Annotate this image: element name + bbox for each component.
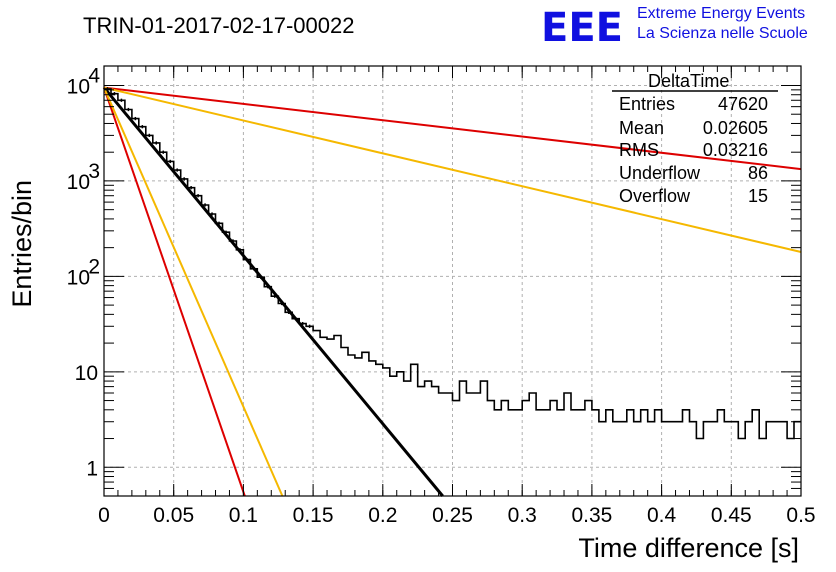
- histogram: [104, 87, 801, 440]
- stats-box: DeltaTime Entries 47620 Mean 0.02605 RMS…: [612, 71, 778, 206]
- histogram-outline: [104, 88, 801, 440]
- stats-label-overflow: Overflow: [619, 186, 691, 206]
- x-axis-title: Time difference [s]: [578, 533, 799, 563]
- y-tick-exponent: 3: [88, 160, 100, 183]
- y-tick-label: 10: [67, 171, 90, 194]
- y-axis-title: Entries/bin: [7, 180, 37, 308]
- stats-label-mean: Mean: [619, 118, 664, 138]
- chart-title: TRIN-01-2017-02-17-00022: [83, 13, 355, 38]
- stats-value-entries: 47620: [718, 94, 768, 114]
- x-tick-label: 0.25: [432, 504, 473, 527]
- x-tick-label: 0.3: [508, 504, 537, 527]
- y-tick-label: 10: [75, 362, 98, 385]
- stats-label-rms: RMS: [619, 140, 659, 160]
- x-tick-label: 0.35: [571, 504, 612, 527]
- stats-name: DeltaTime: [648, 71, 729, 91]
- fit-curve-2: [103, 86, 802, 253]
- x-tick-label: 0.05: [153, 504, 194, 527]
- stats-value-mean: 0.02605: [703, 118, 768, 138]
- grid: [104, 66, 801, 496]
- stats-label-entries: Entries: [619, 94, 675, 114]
- y-tick-label: 1: [86, 457, 98, 480]
- x-tick-label: 0.5: [786, 504, 815, 527]
- x-tick-label: 0.15: [293, 504, 334, 527]
- x-tick-label: 0.45: [711, 504, 752, 527]
- x-tick-label: 0: [98, 504, 110, 527]
- y-tick-exponent: 2: [88, 255, 100, 278]
- fit-curve-4: [103, 87, 284, 497]
- fit-curve-0: [102, 86, 444, 497]
- stats-label-underflow: Underflow: [619, 163, 701, 183]
- logo-line-1: Extreme Energy Events: [637, 5, 805, 22]
- fit-curve-3: [103, 87, 246, 497]
- stats-value-overflow: 15: [748, 186, 768, 206]
- axes: 0 0.05 0.1 0.15 0.2 0.25 0.3 0.35 0.4 0.45 0.5 1 10 1…: [67, 64, 816, 527]
- eee-logo: EEE: [541, 5, 623, 51]
- logo-line-2: La Scienza nelle Scuole: [637, 25, 808, 42]
- x-tick-label: 0.1: [229, 504, 258, 527]
- y-tick-label: 10: [67, 266, 90, 289]
- stats-value-underflow: 86: [748, 163, 768, 183]
- x-tick-label: 0.2: [368, 504, 397, 527]
- y-tick-exponent: 4: [88, 64, 100, 87]
- x-tick-label: 0.4: [647, 504, 677, 527]
- y-tick-label: 10: [67, 75, 90, 98]
- stats-value-rms: 0.03216: [703, 140, 768, 160]
- fit-curves: [102, 86, 802, 497]
- fit-curve-1: [103, 86, 802, 171]
